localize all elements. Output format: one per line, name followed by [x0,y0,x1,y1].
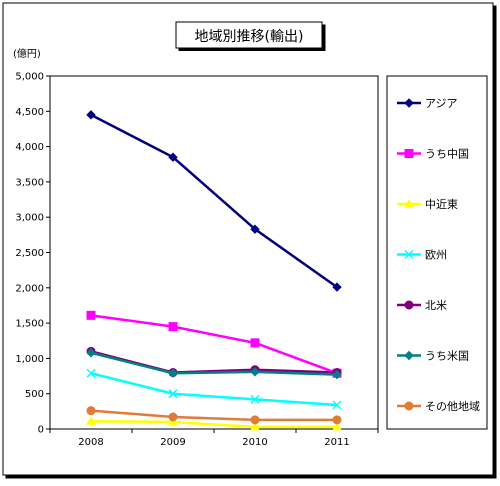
chart-title: 地域別推移(輸出) [195,29,304,45]
legend-item: うち中国 [397,148,469,161]
series-6 [86,406,342,425]
data-point [332,400,342,410]
series-line [90,351,338,376]
data-point [86,348,96,358]
data-point [250,338,260,348]
y-tick-label: 1,500 [15,319,44,330]
data-point [250,367,260,377]
series-line [90,419,337,429]
legend-item: うち米国 [397,350,469,363]
data-point [86,416,96,425]
legend-marker [404,98,414,108]
title-box [175,21,323,49]
x-axis: 2008 2009 2010 2011 [49,429,379,448]
data-point [168,389,178,399]
legend-label: うち米国 [425,350,469,363]
series-line [90,113,338,289]
data-point [332,421,342,431]
legend-label: 北米 [425,299,447,312]
data-point [168,368,178,378]
y-tick-label: 5,000 [15,72,44,83]
x-tick-label: 2008 [78,437,103,448]
legend-item: 北米 [397,299,447,312]
y-tick-label: 3,000 [15,213,44,224]
legend-box [386,75,488,430]
y-axis: 0 500 1,000 1,500 2,000 2,500 3,000 3,500 4,000 4… [15,72,50,436]
legend-label: 中近東 [425,198,458,211]
y-tick-label: 0 [38,425,44,436]
x-tick-label: 2011 [324,437,349,448]
legend-label: アジア [425,97,458,110]
y-tick-label: 4,000 [15,142,44,153]
legend-marker [404,300,414,310]
data-point [86,368,96,378]
legend-item: アジア [397,97,458,110]
data-point [332,369,342,380]
y-tick-label: 2,500 [15,248,44,259]
legend-label: 欧州 [425,249,447,262]
legend-marker [404,249,414,260]
y-tick-label: 500 [25,389,44,400]
x-tick-label: 2009 [160,437,185,448]
data-point [250,415,260,425]
data-point [332,282,342,292]
series-0 [86,110,342,292]
data-point [168,322,178,332]
legend-marker [404,350,414,361]
plot-area [49,75,379,430]
data-point [86,310,96,320]
data-point [86,110,96,120]
y-tick-label: 4,500 [15,107,44,118]
y-tick-label: 2,000 [15,283,44,294]
legend-item: 欧州 [397,249,447,262]
data-point [250,224,260,234]
series-line [90,314,338,375]
legend-marker [404,401,414,411]
data-point [86,406,96,416]
data-point [250,421,260,431]
data-point [168,152,178,162]
y-tick-label: 1,000 [15,354,44,365]
legend-marker [404,149,414,158]
series-line [90,372,338,407]
legend-marker [404,198,414,208]
data-point [332,415,342,425]
x-tick-label: 2010 [242,437,267,448]
y-unit-label: (億円) [13,47,41,60]
series-3 [86,368,342,410]
data-point [168,412,178,422]
series-5 [86,348,342,380]
legend-label: その他地域 [425,400,480,413]
legend-item: 中近東 [397,198,458,211]
legend-item: その他地域 [397,400,480,413]
series-line [90,409,337,422]
data-point [250,394,260,404]
legend-label: うち中国 [425,148,469,161]
series-layer [86,110,342,431]
y-tick-label: 3,500 [15,177,44,188]
